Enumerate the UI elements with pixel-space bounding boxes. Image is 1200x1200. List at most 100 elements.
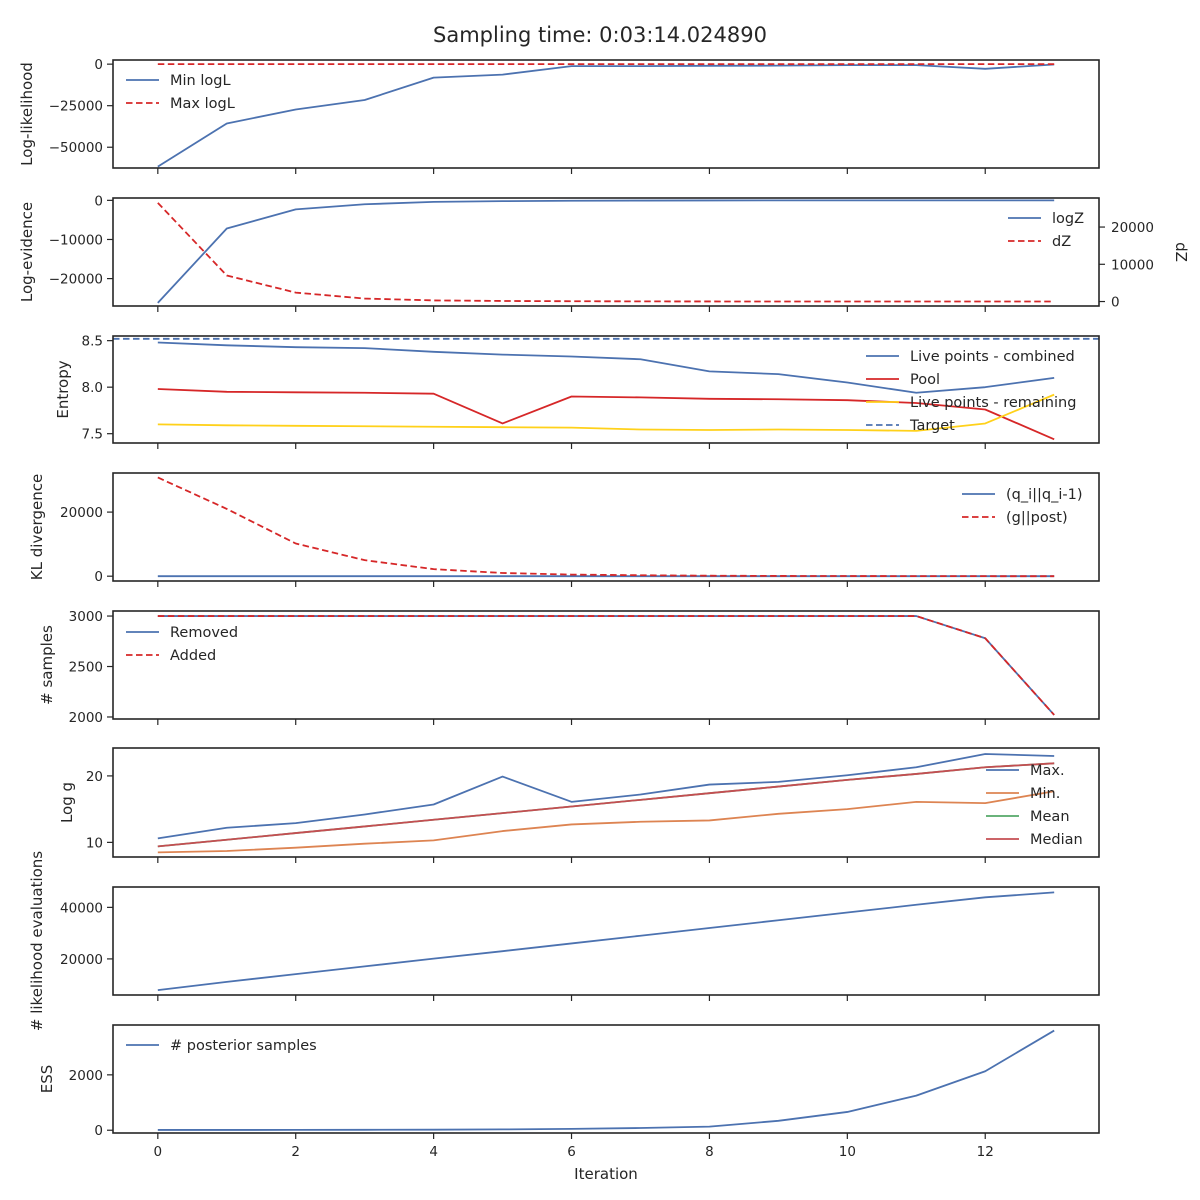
panel-4: 0 20000 KL divergence (q_i||q_i-1) (g||post) [28,472,1100,587]
y-tick-label: 7.5 [82,427,103,443]
legend-entry: Max logL [170,96,235,112]
panel-3: 8.5 8.0 7.5 Entropy Live points - combined Po… [54,334,1100,449]
legend-entry: Removed [170,625,238,641]
legend: # posterior samples [126,1038,317,1054]
series-line-min [157,790,1055,854]
series-line-median [157,762,1055,848]
y-axis-label: Entropy [54,360,72,418]
series-group [157,476,1055,578]
panel-8: 0 2000 0 2 4 6 8 10 12 ESS Iteration # posterior sa… [38,1024,1100,1183]
plot-frame [112,747,1100,858]
plot-frame [112,197,1100,307]
series-group [157,615,1055,716]
series-group [157,1029,1055,1131]
series-line-dz [157,202,1055,303]
series-line-series-1 [157,891,1055,991]
series-group [157,891,1055,991]
plot-frame [112,886,1100,996]
legend: Max. Min. Mean Median [986,763,1083,848]
legend-entry: Min logL [170,73,231,89]
y-tick-label: 20000 [60,505,103,521]
series-line-live-points-combined [157,341,1055,394]
panel-2: 0 −10000 −20000 0 10000 20000 dZ Log-evidence lo… [18,193,1190,312]
legend-entry: dZ [1052,234,1071,250]
y-tick-label: 0 [94,569,103,585]
y-axis-label: KL divergence [28,474,46,580]
y-tick-label: 0 [94,1123,103,1139]
series-line-g-post [157,476,1055,578]
figure-title: Sampling time: 0:03:14.024890 [433,23,767,47]
series-line-added [157,615,1055,716]
y-axis-label: # samples [38,625,56,705]
y-tick-label: 3000 [69,609,103,625]
panel-5: 3000 2500 2000 # samples Removed Added [38,609,1100,726]
y-axis-label: # likelihood evaluations [28,851,46,1031]
x-tick-label: 8 [705,1144,714,1160]
y-axis-label: ESS [38,1065,56,1094]
legend-entry: # posterior samples [170,1038,317,1054]
legend-entry: Target [909,418,955,434]
legend-entry: Median [1030,832,1083,848]
y-tick-label: −25000 [49,99,103,115]
y-tick-label: 2500 [69,660,103,676]
y-tick-label: 20 [86,769,103,785]
legend-entry: Max. [1030,763,1065,779]
x-tick-label: 6 [567,1144,576,1160]
series-group [157,753,1055,854]
series-line-removed [157,615,1055,716]
legend-entry: Live points - remaining [910,395,1076,411]
series-group [157,199,1055,304]
legend-entry: Pool [910,372,940,388]
y-tick-label: 8.0 [82,380,103,396]
legend: Live points - combined Pool Live points - … [866,349,1076,434]
legend: Min logL Max logL [126,73,235,112]
series-line-logz [157,199,1055,304]
x-tick-label: 10 [839,1144,856,1160]
panel-6: 20 10 Log g Max. Min. Mean Median [58,747,1100,863]
y-axis-label: Log-evidence [18,202,36,302]
plot-frame [112,610,1100,720]
legend-entry: Mean [1030,809,1070,825]
y-tick-label: 8.5 [82,334,103,350]
y2-tick-label: 10000 [1111,257,1154,273]
y-tick-label: 2000 [69,710,103,726]
y-tick-label: 0 [94,57,103,73]
x-tick-label: 4 [429,1144,438,1160]
y2-tick-label: 0 [1111,295,1120,311]
series-group [157,63,1055,168]
series-line-min-logl [157,63,1055,168]
y-tick-label: −20000 [49,272,103,288]
panel-7: 40000 20000 # likelihood evaluations [28,851,1100,1031]
series-line-live-points-remaining [157,393,1055,432]
x-tick-label: 0 [154,1144,163,1160]
y-tick-label: 2000 [69,1068,103,1084]
panel-1: 0 −25000 −50000 Log-likelihood Min logL Max l… [18,57,1100,174]
legend-entry: Live points - combined [910,349,1075,365]
x-axis-label: Iteration [574,1165,638,1183]
legend: (q_i||q_i-1) (g||post) [962,487,1083,526]
y-tick-label: 20000 [60,952,103,968]
series-group [113,337,1099,441]
series-line-max [157,753,1055,840]
y-axis-label: Log g [58,782,76,823]
y2-axis-label: dZ [1172,242,1190,262]
legend-entry: Min. [1030,786,1060,802]
y-tick-label: 0 [94,193,103,209]
y-tick-label: 40000 [60,900,103,916]
y-tick-label: 10 [86,835,103,851]
y-tick-label: −50000 [49,140,103,156]
series-line-pool [157,388,1055,441]
plot-frame [112,335,1100,444]
x-tick-label: 12 [977,1144,994,1160]
legend-entry: Added [170,648,216,664]
series-line-posterior-samples [157,1029,1055,1131]
x-tick-label: 2 [291,1144,300,1160]
legend: Removed Added [126,625,238,664]
legend-entry: (q_i||q_i-1) [1006,487,1083,503]
y-tick-label: −10000 [49,232,103,248]
legend-entry: logZ [1052,211,1084,227]
plot-frame [112,472,1100,582]
y-axis-label: Log-likelihood [18,62,36,166]
legend: logZ dZ [1008,211,1084,250]
